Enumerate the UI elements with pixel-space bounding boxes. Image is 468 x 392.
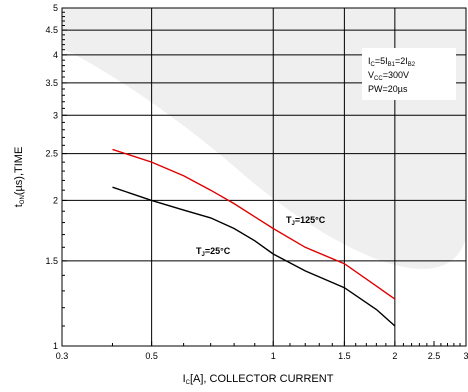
y-axis-title: tON(µs),TIME: [13, 147, 26, 208]
y-tick-label: 1: [53, 341, 58, 351]
watermark-shape: [62, 8, 466, 269]
y-tick-label: 2: [53, 195, 58, 205]
y-tick-label: 4.5: [45, 25, 58, 35]
condition-line: VCC=300V: [368, 70, 409, 82]
y-tick-label: 3: [53, 110, 58, 120]
series-curves: [112, 148, 396, 327]
conditions-box: [362, 48, 456, 100]
x-axis-title: IC[A], COLLECTOR CURRENT: [183, 373, 334, 386]
condition-line: IC=5IB1=2IB2: [368, 56, 416, 68]
background-watermark: [62, 8, 466, 269]
condition-line: PW=20µs: [368, 84, 408, 94]
y-tick-label: 2.5: [45, 149, 58, 159]
x-tick-label: 2: [392, 351, 397, 361]
x-tick-label: 2.5: [428, 351, 441, 361]
y-tick-label: 1.5: [45, 256, 58, 266]
series-label-25: TJ=25°C: [196, 246, 231, 258]
x-tick-label: 1.5: [338, 351, 351, 361]
x-tick-label: 0.3: [56, 351, 69, 361]
axis-ticks: [61, 7, 467, 347]
plot-frame: [61, 7, 467, 347]
x-tick-label: 0.5: [145, 351, 158, 361]
series-label-125: TJ=125°C: [286, 215, 326, 227]
x-tick-label: 3: [463, 351, 468, 361]
y-tick-label: 3.5: [45, 78, 58, 88]
plot-border: [61, 7, 467, 347]
chart-labels: 0.3 0.5 1 1.5 2 2.5 3 1 1.5 2 2.5 3 3.5 4 4.5 5 IC[A], C…: [13, 3, 468, 386]
y-tick-label: 5: [53, 3, 58, 13]
x-tick-label: 1: [271, 351, 276, 361]
y-tick-label: 4: [53, 50, 58, 60]
